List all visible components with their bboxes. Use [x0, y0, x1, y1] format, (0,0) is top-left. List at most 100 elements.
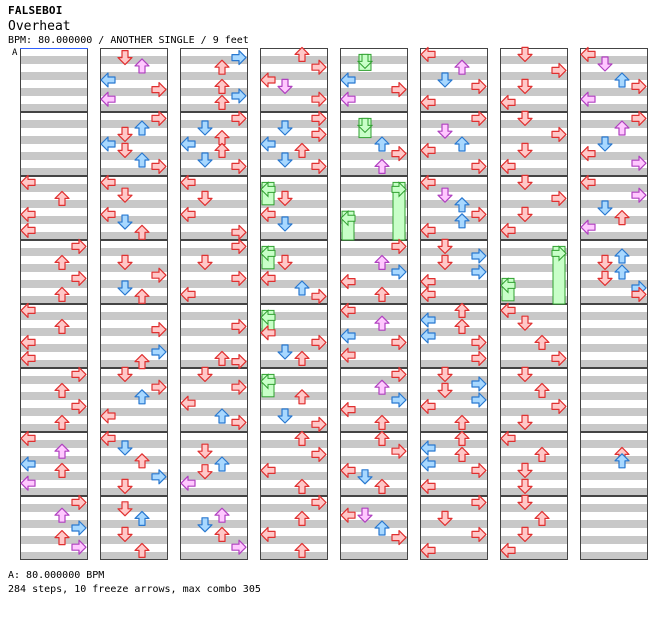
beat-band — [340, 392, 408, 400]
measure-box — [100, 176, 168, 240]
beat-band — [340, 72, 408, 80]
beat-band — [340, 184, 408, 192]
beat-band — [20, 72, 88, 80]
left-arrow-icon — [260, 206, 276, 222]
left-arrow-icon — [580, 174, 596, 190]
beat-band — [100, 296, 168, 304]
beat-band — [500, 280, 568, 288]
right-arrow-icon — [311, 158, 327, 174]
up-arrow-icon — [614, 210, 630, 226]
beat-band — [500, 520, 568, 528]
beat-band — [580, 456, 648, 464]
up-arrow-icon — [534, 510, 550, 527]
beat-band — [180, 360, 248, 368]
left-arrow-icon — [420, 440, 436, 456]
beat-band — [340, 216, 408, 224]
beat-band — [340, 408, 408, 416]
measure-border — [20, 368, 88, 432]
measure-border — [100, 432, 168, 496]
up-arrow-icon — [374, 158, 390, 174]
beat-band — [580, 328, 648, 336]
beat-band — [340, 504, 408, 512]
beat-band — [20, 456, 88, 464]
right-arrow-icon — [151, 344, 167, 360]
right-arrow-icon — [71, 494, 87, 510]
right-arrow-icon — [471, 526, 487, 543]
beat-band — [260, 168, 328, 176]
measure-border — [500, 432, 568, 496]
beat-band — [20, 136, 88, 144]
left-arrow-icon — [260, 325, 276, 341]
up-arrow-icon — [374, 315, 390, 331]
beat-band — [260, 552, 328, 560]
left-arrow-icon — [580, 46, 596, 63]
beat-band — [100, 216, 168, 224]
beat-band — [100, 248, 168, 256]
beat-band — [500, 200, 568, 208]
beat-band — [500, 296, 568, 304]
beat-band — [260, 488, 328, 496]
up-arrow-icon — [454, 430, 470, 446]
right-arrow-icon — [471, 78, 487, 95]
measure-border — [180, 304, 248, 368]
beat-band — [20, 88, 88, 96]
left-arrow-icon — [340, 347, 356, 363]
left-arrow-icon — [340, 402, 356, 418]
beat-band — [580, 424, 648, 432]
up-arrow-icon — [294, 142, 310, 158]
up-arrow-icon — [134, 510, 150, 527]
beat-band — [420, 504, 488, 512]
up-arrow-icon — [134, 453, 150, 469]
beat-band — [580, 488, 648, 496]
left-arrow-icon — [420, 312, 436, 328]
up-arrow-icon — [214, 59, 230, 75]
beat-band — [340, 296, 408, 304]
beat-band — [180, 104, 248, 112]
left-arrow-icon — [20, 475, 36, 491]
left-arrow-icon — [420, 456, 436, 472]
beat-band — [500, 120, 568, 128]
beat-band — [20, 200, 88, 208]
up-arrow-icon — [54, 443, 70, 459]
left-arrow-icon — [500, 542, 516, 559]
beat-band — [580, 120, 648, 128]
beat-band — [580, 232, 648, 240]
right-arrow-icon — [71, 539, 87, 555]
beat-band — [500, 168, 568, 176]
beat-band — [500, 136, 568, 144]
beat-band — [100, 472, 168, 480]
right-arrow-icon — [391, 181, 407, 198]
left-arrow-icon — [20, 222, 36, 238]
beat-band — [340, 56, 408, 64]
up-arrow-icon — [134, 354, 150, 370]
measure-border — [180, 176, 248, 240]
measure-border — [580, 112, 648, 176]
bpm-summary: A: 80.000000 BPM — [8, 570, 105, 581]
beat-band — [580, 536, 648, 544]
right-arrow-icon — [551, 190, 567, 206]
beat-band — [260, 56, 328, 64]
measure-box — [260, 176, 328, 240]
measure-border — [340, 432, 408, 496]
down-arrow-icon — [197, 152, 213, 168]
beat-band — [180, 488, 248, 496]
beat-band — [180, 216, 248, 224]
beat-band — [340, 328, 408, 336]
beat-band — [580, 408, 648, 416]
beat-band — [420, 168, 488, 176]
down-arrow-icon — [437, 187, 453, 203]
measure-box — [580, 304, 648, 368]
beat-band — [180, 504, 248, 512]
beat-band — [260, 376, 328, 384]
left-arrow-icon — [180, 174, 196, 190]
beat-band — [20, 392, 88, 400]
beat-band — [580, 136, 648, 144]
left-arrow-icon — [20, 430, 36, 446]
down-arrow-icon — [597, 56, 613, 72]
right-arrow-icon — [551, 398, 567, 414]
beat-band — [20, 344, 88, 352]
freeze-arrow — [340, 209, 356, 241]
beat-band — [580, 280, 648, 288]
measure-border — [580, 48, 648, 112]
